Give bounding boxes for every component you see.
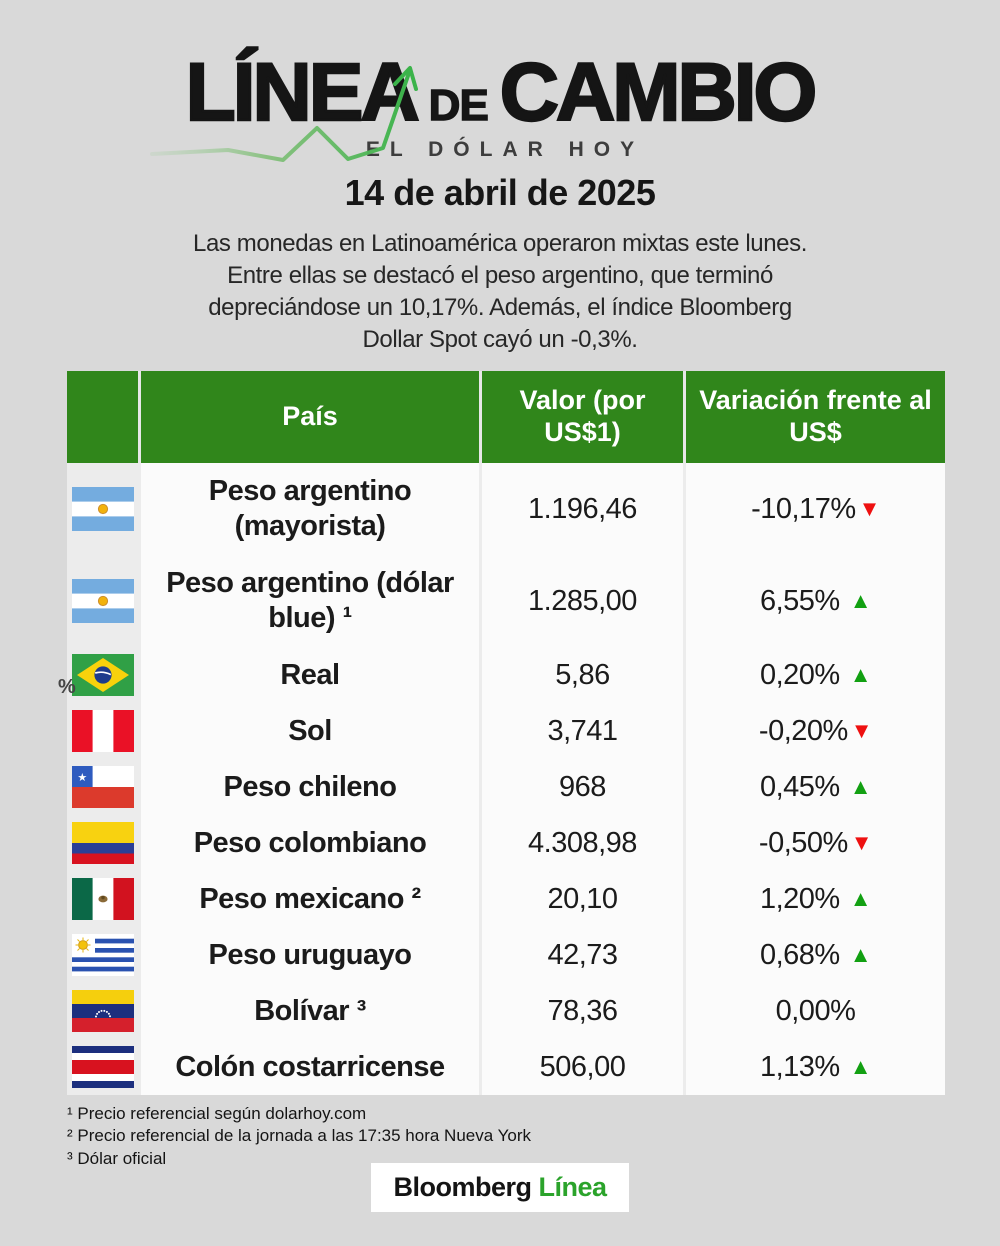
table-row: Peso argentino (dólar blue) ¹ 1.285,00 6… [67, 555, 945, 647]
table-row: Peso colombiano 4.308,98 -0,50% ▼ [67, 815, 945, 871]
currency-value: 5,86 [479, 647, 683, 703]
footnotes: ¹ Precio referencial según dolarhoy.com … [67, 1103, 531, 1170]
currency-change: -0,50% ▼ [683, 815, 945, 871]
column-header-pais: País [138, 371, 479, 463]
change-text: 1,13% [759, 1050, 840, 1083]
svg-text:★: ★ [77, 772, 87, 784]
chile-flag-icon: ★ [67, 759, 138, 815]
currency-change: 1,20% ▲ [683, 871, 945, 927]
up-triangle-icon: ▲ [849, 1054, 872, 1079]
table-row: Colón costarricense 506,00 1,13% ▲ [67, 1039, 945, 1095]
currency-name: Peso argentino (mayorista) [138, 463, 479, 555]
uruguay-flag-icon [67, 927, 138, 983]
header-flag-spacer [67, 371, 138, 463]
bloomberg-linea-logo: Bloomberg Línea [371, 1163, 629, 1212]
change-text: 0,45% [759, 770, 840, 803]
change-text: -0,50% [758, 826, 848, 859]
change-text: 1,20% [759, 882, 840, 915]
change-text: -10,17% [751, 492, 856, 525]
currency-value: 1.196,46 [479, 463, 683, 555]
table-row: Sol 3,741 -0,20% ▼ [67, 703, 945, 759]
logo-word-de: DE [428, 81, 490, 130]
down-triangle-icon: ▼ [850, 830, 873, 855]
currency-value: 968 [479, 759, 683, 815]
up-triangle-icon: ▲ [849, 942, 872, 967]
currency-name: Peso colombiano [138, 815, 479, 871]
footnote-1: ¹ Precio referencial según dolarhoy.com [67, 1104, 367, 1123]
currency-name: Peso argentino (dólar blue) ¹ [138, 555, 479, 647]
currency-change: 1,13% ▲ [683, 1039, 945, 1095]
logo-word-cambio: CAMBIO [499, 47, 819, 138]
summary-text: Las monedas en Latinoamérica operaron mi… [193, 230, 807, 353]
brand-word-bloomberg: Bloomberg [393, 1172, 532, 1202]
table-row: Bolívar ³ 78,36 0,00% [67, 983, 945, 1039]
costa-rica-flag-icon [67, 1039, 138, 1095]
change-text: -0,20% [758, 714, 848, 747]
currency-change: 6,55% ▲ [683, 555, 945, 647]
column-header-valor: Valor (por US$1) [479, 371, 683, 463]
down-triangle-icon: ▼ [850, 718, 873, 743]
currency-table: País Valor (por US$1) Variación frente a… [67, 371, 945, 1095]
venezuela-flag-icon [67, 983, 138, 1039]
currency-name: Peso chileno [138, 759, 479, 815]
currency-name: Bolívar ³ [138, 983, 479, 1039]
down-triangle-icon: ▼ [858, 496, 881, 521]
stray-percent-text: % [58, 676, 76, 698]
currency-name: Real [138, 647, 479, 703]
logo-subtitle: EL DÓLAR HOY [365, 138, 645, 161]
report-date: 14 de abril de 2025 [344, 172, 656, 213]
brazil-flag-icon [67, 647, 138, 703]
peru-flag-icon [67, 703, 138, 759]
change-text: 0,68% [759, 938, 840, 971]
footnote-3: ³ Dólar oficial [67, 1148, 167, 1168]
table-header-row: País Valor (por US$1) Variación frente a… [67, 371, 945, 463]
change-text: 6,55% [759, 584, 840, 617]
colombia-flag-icon [67, 815, 138, 871]
header: LÍNEA DE CAMBIO EL DÓLAR HOY 14 de abril… [0, 0, 1000, 356]
table-row: Peso uruguayo 42,73 0,68% ▲ [67, 927, 945, 983]
currency-name: Peso uruguayo [138, 927, 479, 983]
currency-value: 3,741 [479, 703, 683, 759]
table-row: Peso argentino (mayorista) 1.196,46 -10,… [67, 463, 945, 555]
mexico-flag-icon [67, 871, 138, 927]
currency-value: 4.308,98 [479, 815, 683, 871]
brand-word-linea: Línea [538, 1172, 607, 1202]
currency-change: -10,17% ▼ [683, 463, 945, 555]
currency-value: 78,36 [479, 983, 683, 1039]
table-row: Peso mexicano ² 20,10 1,20% ▲ [67, 871, 945, 927]
change-text: 0,20% [759, 658, 840, 691]
change-text: 0,00% [775, 994, 856, 1027]
currency-change: -0,20% ▼ [683, 703, 945, 759]
currency-value: 42,73 [479, 927, 683, 983]
up-triangle-icon: ▲ [849, 588, 872, 613]
table-row: Real 5,86 0,20% ▲ [67, 647, 945, 703]
currency-name: Colón costarricense [138, 1039, 479, 1095]
footnote-2: ² Precio referencial de la jornada a las… [67, 1126, 532, 1146]
currency-change: 0,20% ▲ [683, 647, 945, 703]
up-triangle-icon: ▲ [849, 886, 872, 911]
argentina-flag-icon [67, 463, 138, 555]
currency-value: 20,10 [479, 871, 683, 927]
currency-name: Sol [138, 703, 479, 759]
logo-word-linea: LÍNEA [184, 47, 420, 138]
currency-change: 0,45% ▲ [683, 759, 945, 815]
up-triangle-icon: ▲ [849, 774, 872, 799]
currency-name: Peso mexicano ² [138, 871, 479, 927]
currency-change: 0,68% ▲ [683, 927, 945, 983]
table-row: ★ Peso chileno 968 0,45% ▲ [67, 759, 945, 815]
column-header-variacion: Variación frente al US$ [683, 371, 945, 463]
argentina-flag-icon [67, 555, 138, 647]
currency-value: 1.285,00 [479, 555, 683, 647]
up-triangle-icon: ▲ [849, 662, 872, 687]
footer: Bloomberg Línea [0, 1163, 1000, 1212]
currency-value: 506,00 [479, 1039, 683, 1095]
logo-title: LÍNEA DE CAMBIO [0, 47, 1000, 138]
currency-change: 0,00% [683, 983, 945, 1039]
